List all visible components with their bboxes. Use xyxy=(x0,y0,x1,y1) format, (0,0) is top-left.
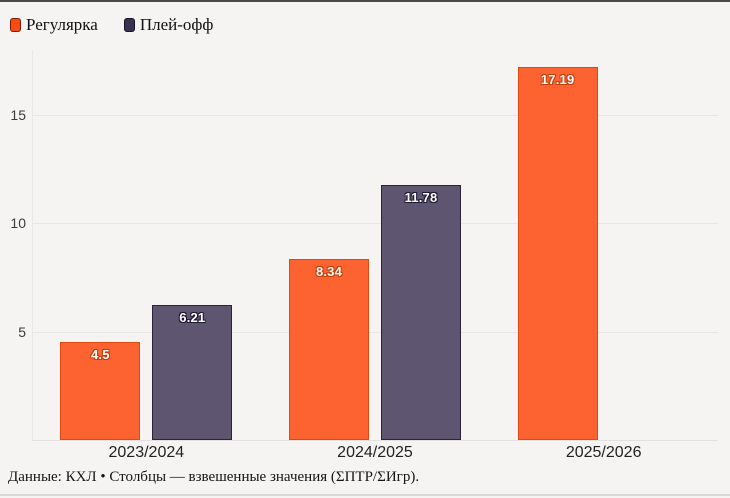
y-axis-tick-label: 15 xyxy=(10,106,26,123)
y-axis-tick-label: 5 xyxy=(18,323,26,340)
x-axis-category-label: 2025/2026 xyxy=(565,444,642,461)
gridline xyxy=(32,223,718,225)
legend-swatch-regular-icon xyxy=(10,18,21,32)
bar-value-label: 17.19 xyxy=(540,72,575,88)
legend-item-playoff: Плей-офф xyxy=(123,15,214,35)
bar-Регулярка-2024/2025: 8.34 xyxy=(289,259,369,440)
y-axis-line xyxy=(32,50,33,440)
x-axis-category-label: 2023/2024 xyxy=(108,444,185,461)
bar-value-label: 8.34 xyxy=(315,264,343,280)
x-axis-category-label: 2024/2025 xyxy=(337,444,413,461)
gridline xyxy=(32,114,718,116)
bar-value-label: 11.78 xyxy=(404,189,438,205)
bar-Плей-офф-2023/2024: 6.21 xyxy=(152,305,233,440)
legend-label-playoff: Плей-офф xyxy=(139,15,214,34)
gridline xyxy=(32,331,718,333)
legend-label-regular: Регулярка xyxy=(26,15,98,34)
bar-value-label: 6.21 xyxy=(179,310,206,326)
chart-source-note: Данные: КХЛ • Столбцы — взвешенные значе… xyxy=(8,469,420,485)
y-axis-tick-label: 10 xyxy=(10,215,26,232)
bar-Регулярка-2023/2024: 4.5 xyxy=(60,342,141,440)
legend-swatch-playoff-icon xyxy=(123,18,135,32)
legend-item-regular: Регулярка xyxy=(10,15,98,35)
bar-Плей-офф-2024/2025: 11.78 xyxy=(381,184,461,440)
chart-legend: Регулярка Плей-офф xyxy=(10,15,213,35)
bar-Регулярка-2025/2026: 17.19 xyxy=(517,67,598,440)
bar-value-label: 4.5 xyxy=(90,347,110,363)
x-axis-baseline xyxy=(32,440,718,441)
